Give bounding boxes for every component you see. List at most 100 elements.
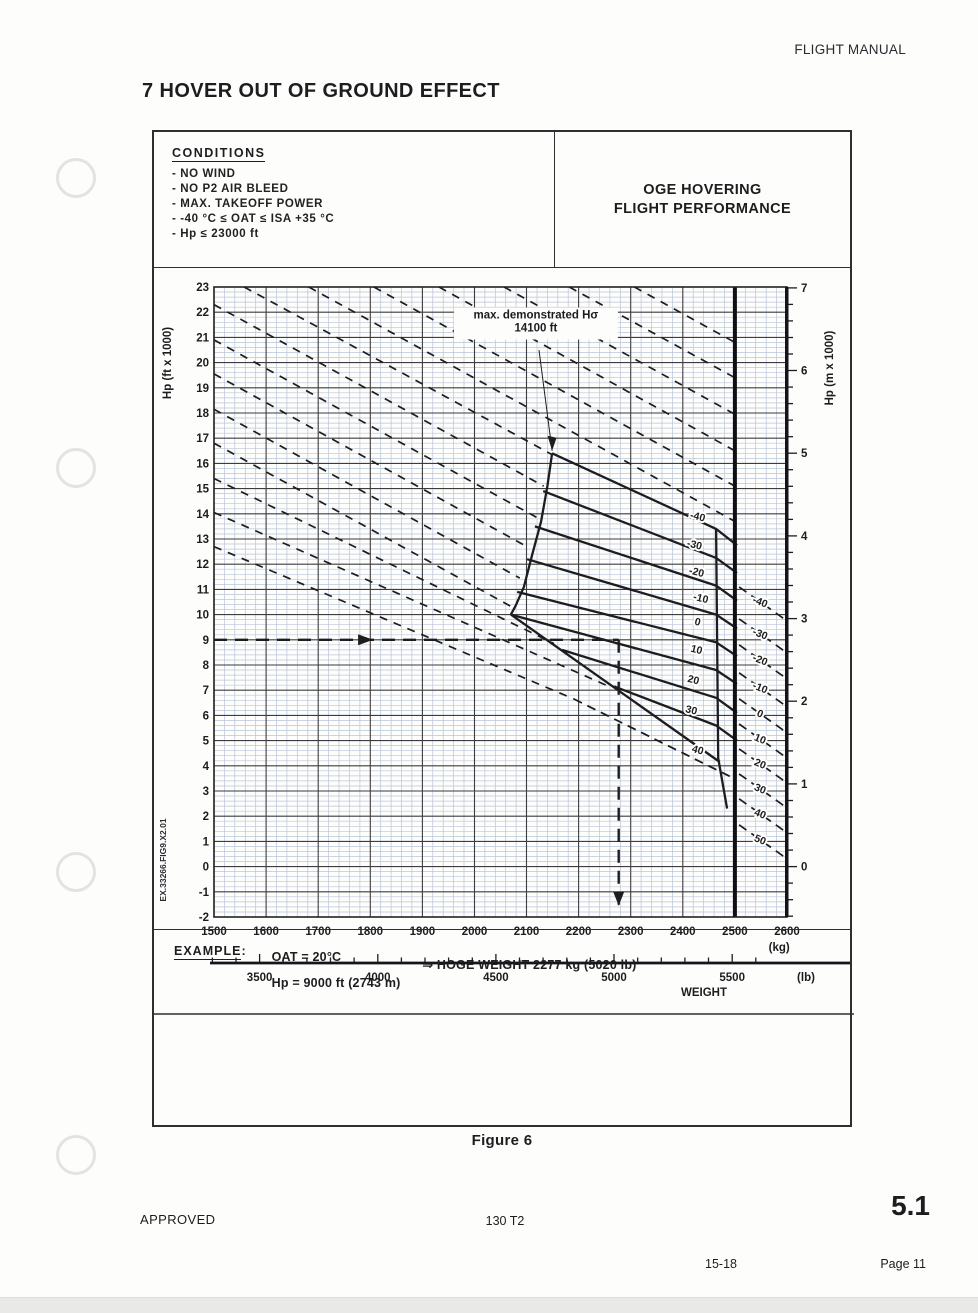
right-axis [788,287,797,917]
oat-dashed-field [213,286,736,700]
svg-text:5000: 5000 [601,972,627,984]
condition-item: - MAX. TAKEOFF POWER [172,198,324,210]
footer-section-number: 5.1 [891,1190,930,1221]
example-result-text: HOGE WEIGHT 2277 kg (5020 lb) [436,958,637,972]
svg-text:15: 15 [196,484,209,496]
svg-text:10: 10 [196,610,209,622]
example-hp: Hp = 9000 ft (2743 m) [271,976,401,990]
hole-punch [56,1135,96,1175]
svg-text:17: 17 [196,433,209,445]
svg-text:max. demonstrated Hσ: max. demonstrated Hσ [473,310,598,322]
hover-oge-chart: max. demonstrated Hσ 14100 ft -2 -1 0 1 2 3 4 5 6 7… [154,268,854,1024]
svg-text:-10: -10 [692,591,710,606]
hole-punch [56,852,96,892]
left-axis: -2-1012345678910111213141516171819202122… [196,282,209,924]
implies-arrow: ⇒ [422,958,434,972]
svg-text:10: 10 [689,643,703,658]
svg-text:30: 30 [752,781,767,797]
svg-text:2: 2 [203,811,209,823]
lower-boundary [510,613,721,763]
svg-text:-40: -40 [751,594,770,611]
oat-dashed-40 [573,698,735,780]
svg-text:10: 10 [752,732,767,748]
example-path [214,638,620,906]
svg-text:14: 14 [196,509,209,521]
power-limit-curve [509,453,554,616]
svg-text:-1: -1 [199,887,210,899]
svg-text:0: 0 [755,707,765,720]
condition-item: - NO P2 AIR BLEED [172,183,289,195]
example-panel: EXAMPLE : OAT = 20°C Hp = 9000 ft (2743 … [154,929,850,996]
knee-boundary [714,528,729,809]
condition-item: - NO WIND [172,168,236,180]
svg-text:18: 18 [196,408,209,420]
svg-text:0: 0 [203,862,209,874]
svg-text:0: 0 [693,616,702,629]
svg-text:8: 8 [203,660,210,672]
right-axis-bar [785,287,789,917]
svg-text:3: 3 [801,614,807,626]
svg-text:14100 ft: 14100 ft [514,323,557,335]
figure-caption: Figure 6 [471,1132,533,1149]
svg-text:(lb): (lb) [797,972,815,984]
condition-item: - -40 °C ≤ OAT ≤ ISA +35 °C [172,213,335,225]
svg-text:4: 4 [801,531,808,543]
svg-text:22: 22 [196,307,209,319]
svg-text:4: 4 [203,761,210,773]
svg-text:6: 6 [801,366,807,378]
svg-text:40: 40 [752,806,767,822]
example-arrow-right [358,634,374,646]
svg-text:7: 7 [801,283,807,295]
left-axis-title: Hp (ft x 1000) [162,327,174,399]
svg-text:-20: -20 [751,652,770,669]
svg-text:16: 16 [196,458,209,470]
svg-text:-40: -40 [689,509,707,524]
svg-text:-10: -10 [751,680,770,697]
svg-text:3500: 3500 [247,972,273,984]
svg-text:-30: -30 [686,537,704,552]
grid-major [213,286,788,918]
oat-dashed-right [738,586,788,860]
grid-minor [214,287,787,917]
svg-text:13: 13 [196,534,209,546]
footer-approved: APPROVED [140,1212,216,1227]
svg-text:5: 5 [203,736,210,748]
svg-text:21: 21 [196,332,209,344]
figure-side-code: EX.33266.FIG9.X2.01 [158,818,168,901]
example-colon: : [241,944,246,958]
chart-title-line1: OGE HOVERING [643,181,762,198]
page-title: 7 HOVER OUT OF GROUND EFFECT [142,80,500,102]
example-oat: OAT = 20°C [271,950,342,964]
footer-model: 130 T2 [485,1214,525,1228]
chart-title: OGE HOVERING FLIGHT PERFORMANCE [555,132,850,267]
example-inputs: OAT = 20°C Hp = 9000 ft (2743 m) [272,944,401,996]
svg-text:20: 20 [196,358,209,370]
right-axis-title: Hp (m x 1000) [824,330,836,405]
hole-punch [56,158,96,198]
svg-text:1: 1 [203,836,210,848]
document-header: FLIGHT MANUAL [794,42,906,57]
svg-text:(kg): (kg) [769,942,790,954]
hole-punch [56,448,96,488]
svg-text:2: 2 [801,696,807,708]
svg-text:-2: -2 [199,912,209,924]
oat-line-labels: -40-30-20-10010203040-40-30-20-100102030… [682,507,771,850]
svg-text:20: 20 [686,673,700,688]
svg-text:12: 12 [196,559,209,571]
svg-text:9: 9 [203,635,209,647]
conditions-panel: CONDITIONS - NO WIND - NO P2 AIR BLEED -… [154,132,555,267]
svg-text:11: 11 [197,584,210,596]
oat-solid-lines [509,452,738,809]
svg-text:19: 19 [196,383,209,395]
example-result: ⇒ HOGE WEIGHT 2277 kg (5020 lb) [423,957,637,972]
svg-text:20: 20 [752,756,767,772]
svg-text:6: 6 [203,710,209,722]
svg-text:3: 3 [203,786,209,798]
svg-text:50: 50 [752,832,767,848]
example-label: EXAMPLE [174,944,242,960]
svg-text:1: 1 [801,779,808,791]
svg-text:0: 0 [801,862,807,874]
